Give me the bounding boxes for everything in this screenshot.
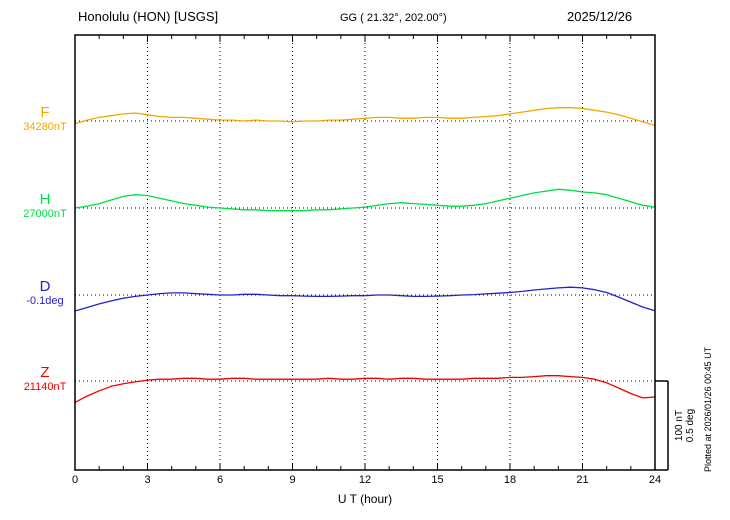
x-tick-label-18: 18 [503,474,517,486]
x-tick-label-6: 6 [216,474,224,486]
channel-baseline-value-Z: 21140nT [23,381,67,393]
station-title: Honolulu (HON) [USGS] [78,9,219,24]
plot-date: 2025/12/26 [567,9,633,24]
x-tick-label-15: 15 [431,474,444,486]
x-tick-label-9: 9 [289,474,296,486]
channel-letter-Z: Z [40,364,50,381]
channel-baselines [75,120,655,382]
x-tick-label-0: 0 [71,474,79,486]
channel-letter-F: F [40,104,50,121]
channel-letter-H: H [39,191,51,208]
trace-F [74,107,656,127]
trace-H [74,188,656,212]
geographic-coordinates: GG ( 21.32°, 202.00°) [340,12,447,24]
plot-frame [74,34,656,471]
vertical-gridlines [147,35,583,470]
scale-bar [655,380,669,471]
x-axis-label: U T (hour) [337,492,393,506]
x-tick-label-24: 24 [648,474,662,486]
trace-D [74,286,656,312]
scale-bar-deg-label: 0.5 deg [685,408,696,443]
plotted-at-note: Plotted at 2026/01/26 00:45 UT [703,346,713,472]
channel-baseline-value-H: 27000nT [23,208,67,220]
channel-letter-D: D [39,278,51,295]
axis-ticks [74,35,656,470]
channel-traces [74,107,656,403]
scale-bar-nt-label: 100 nT [674,409,685,442]
x-tick-label-12: 12 [358,474,372,486]
x-tick-label-3: 3 [144,474,151,486]
channel-baseline-value-F: 34280nT [23,121,67,133]
scale-bar-label: 100 nT 0.5 deg [674,381,696,470]
trace-Z [74,375,656,403]
channel-baseline-value-D: -0.1deg [26,295,64,307]
x-tick-label-21: 21 [576,474,589,486]
